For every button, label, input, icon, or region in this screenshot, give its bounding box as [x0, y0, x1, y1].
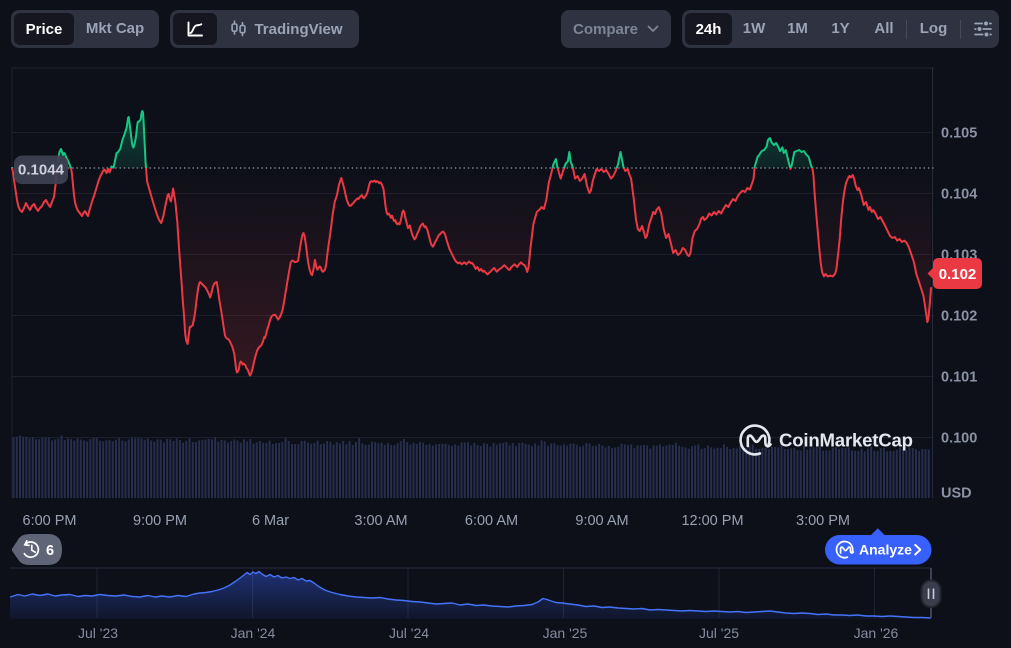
svg-text:3:00 PM: 3:00 PM	[796, 513, 850, 529]
svg-text:6: 6	[46, 543, 54, 559]
svg-text:0.1044: 0.1044	[18, 162, 65, 179]
svg-text:0.100: 0.100	[941, 431, 977, 447]
svg-text:6:00 AM: 6:00 AM	[465, 513, 518, 529]
svg-text:Jul '25: Jul '25	[699, 625, 739, 641]
svg-text:9:00 PM: 9:00 PM	[133, 513, 187, 529]
svg-text:CoinMarketCap: CoinMarketCap	[779, 430, 913, 451]
svg-text:6 Mar: 6 Mar	[252, 513, 289, 529]
svg-text:Jan '26: Jan '26	[854, 625, 899, 641]
svg-text:0.105: 0.105	[941, 126, 977, 142]
svg-text:Jan '24: Jan '24	[231, 625, 276, 641]
svg-text:6:00 PM: 6:00 PM	[23, 513, 77, 529]
svg-text:Jul '23: Jul '23	[78, 625, 118, 641]
svg-text:USD: USD	[941, 486, 972, 502]
svg-text:Jul '24: Jul '24	[389, 625, 429, 641]
svg-text:12:00 PM: 12:00 PM	[681, 513, 743, 529]
svg-text:Analyze: Analyze	[859, 542, 912, 558]
svg-text:0.102: 0.102	[941, 309, 977, 325]
svg-text:0.102: 0.102	[939, 266, 977, 283]
svg-text:9:00 AM: 9:00 AM	[575, 513, 628, 529]
svg-text:3:00 AM: 3:00 AM	[354, 513, 407, 529]
svg-text:Jan '25: Jan '25	[543, 625, 588, 641]
svg-text:0.104: 0.104	[941, 187, 977, 203]
svg-text:0.101: 0.101	[941, 370, 977, 386]
